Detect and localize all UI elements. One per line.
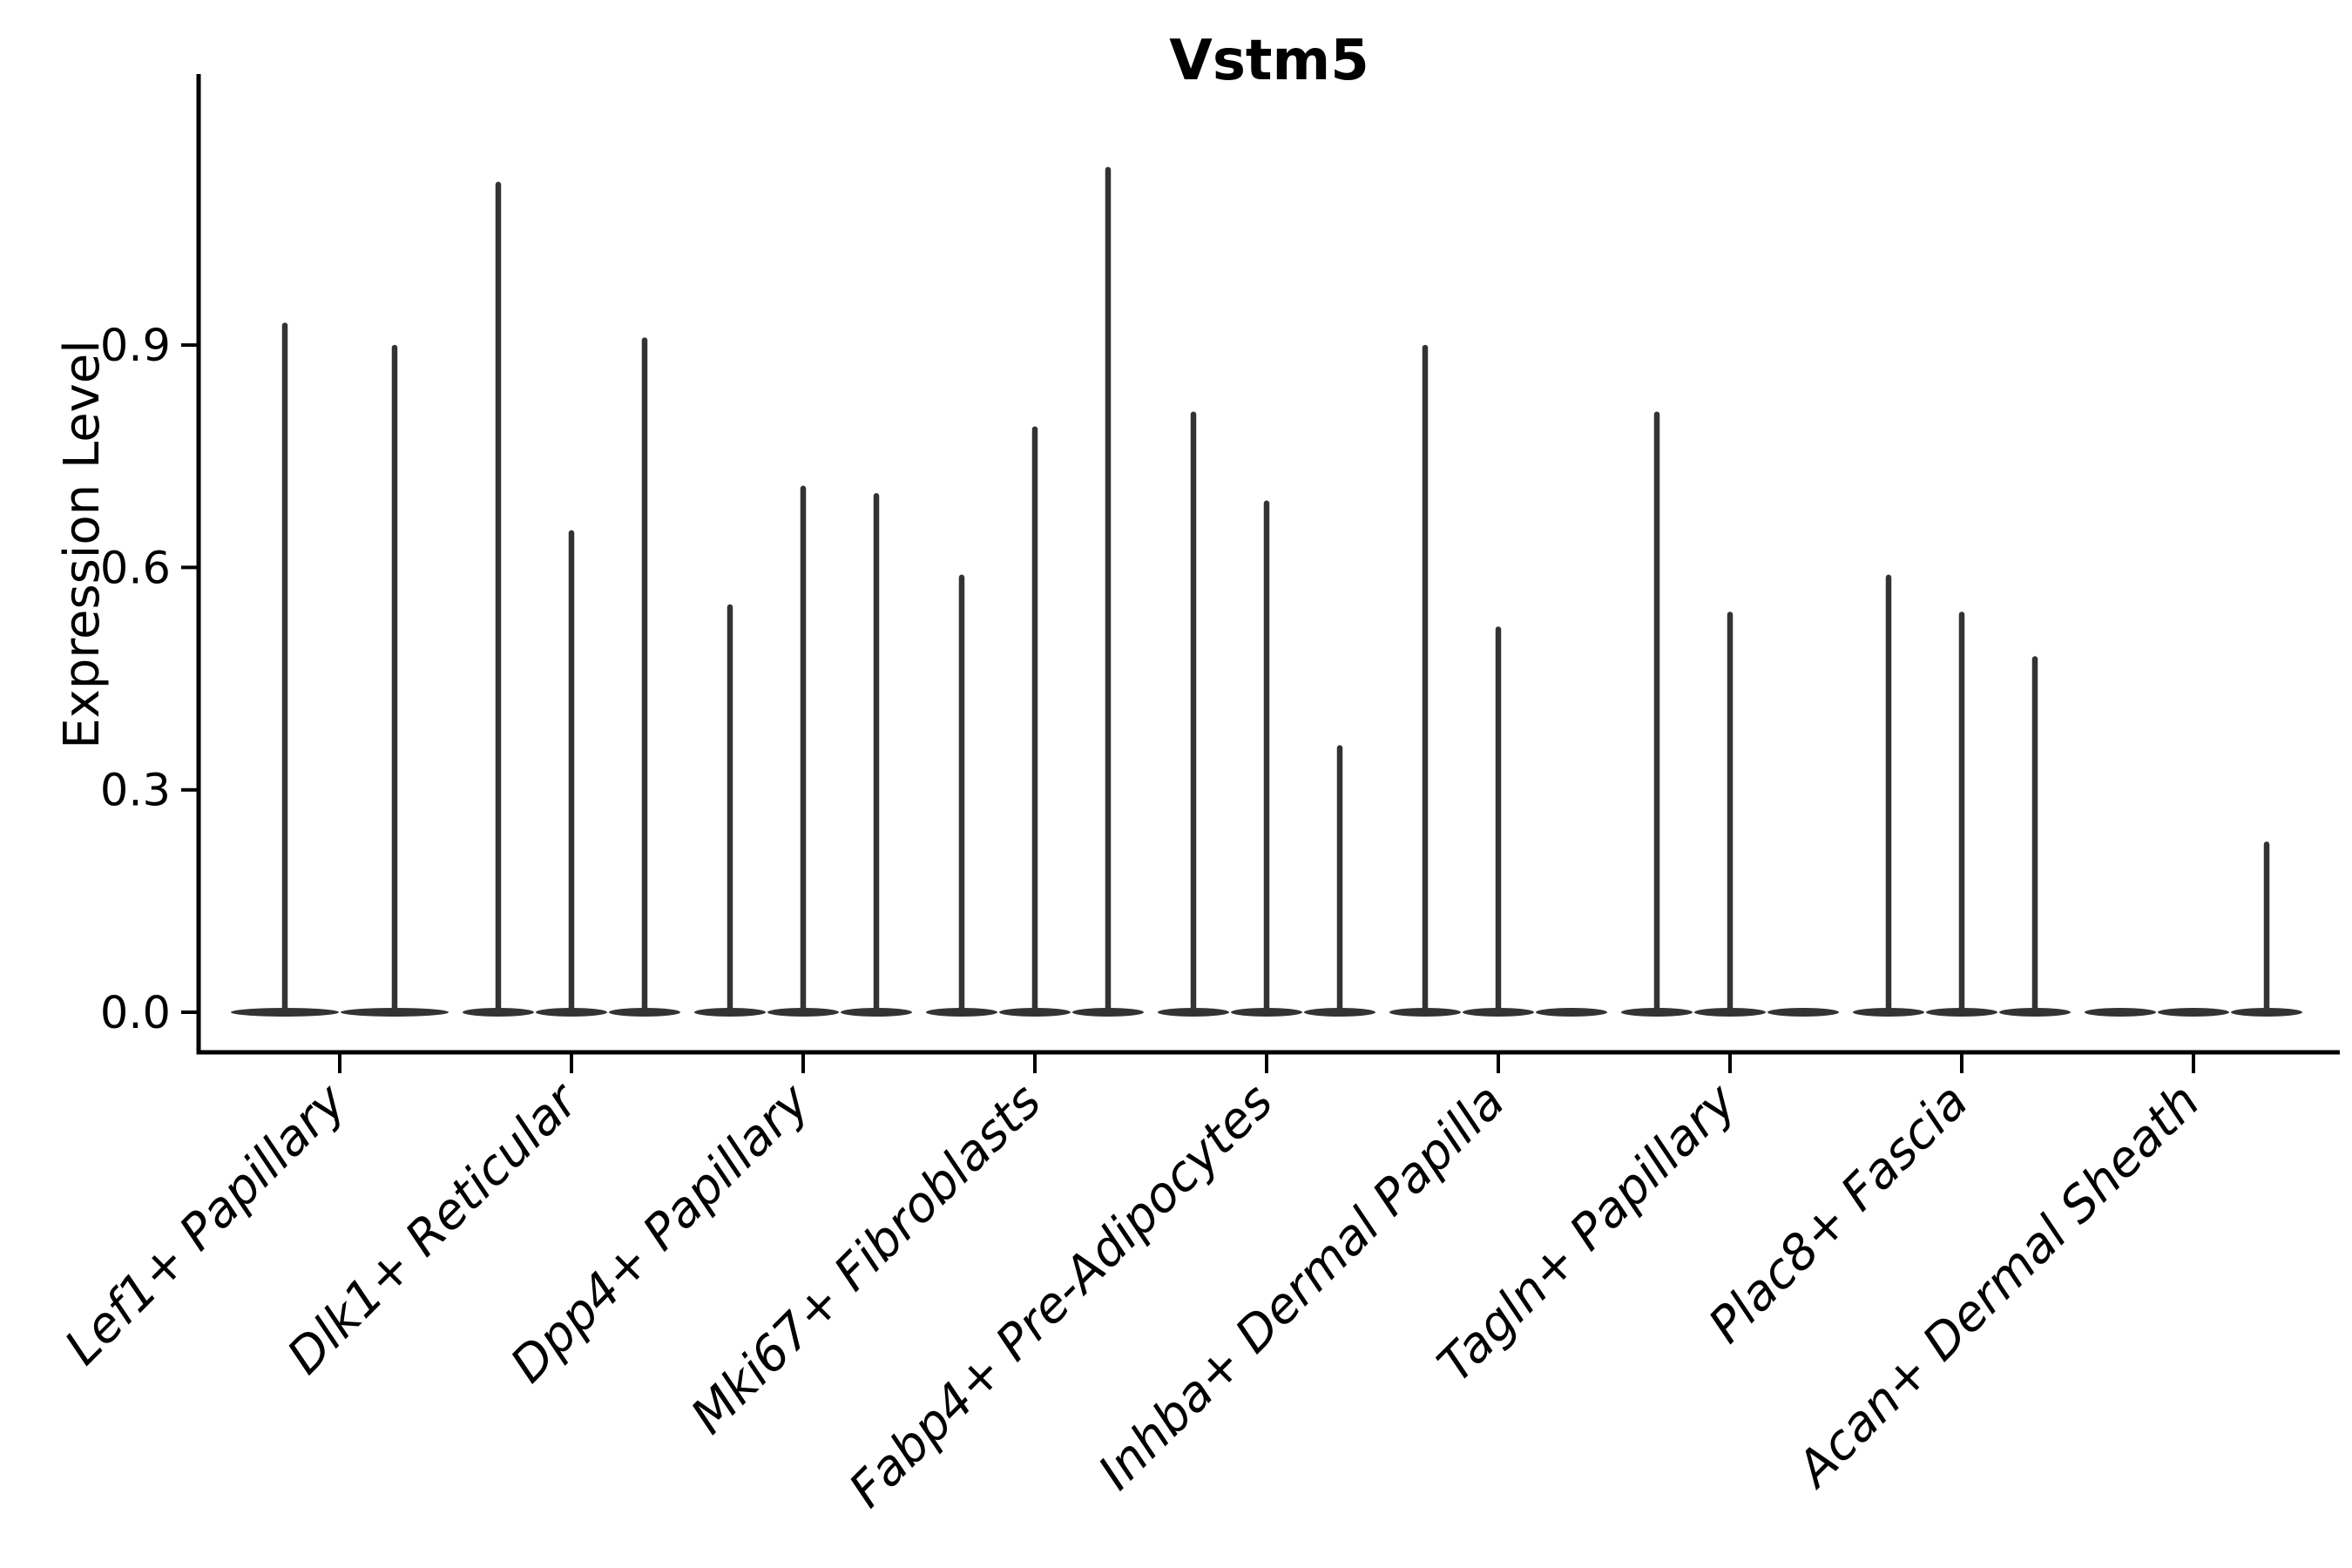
chart-title: Vstm5 (1169, 29, 1369, 93)
violin-base (2158, 1008, 2229, 1017)
violin-base (1536, 1008, 1607, 1017)
y-tick-label: 0.6 (100, 543, 171, 594)
y-axis-title: Expression Level (54, 340, 111, 749)
y-tick-label: 0.9 (100, 321, 171, 372)
y-tick-label: 0.0 (100, 988, 171, 1039)
violin-base (1767, 1008, 1839, 1017)
x-tick-label: Inhba+ Dermal Papilla (1088, 1073, 1516, 1501)
y-tick-label: 0.3 (100, 766, 171, 817)
violin-base (2085, 1008, 2156, 1017)
x-tick-label: Fabp4+ Pre-Adipocytes (839, 1073, 1284, 1518)
x-tick-label: Acan+ Dermal Sheath (1785, 1073, 2211, 1499)
